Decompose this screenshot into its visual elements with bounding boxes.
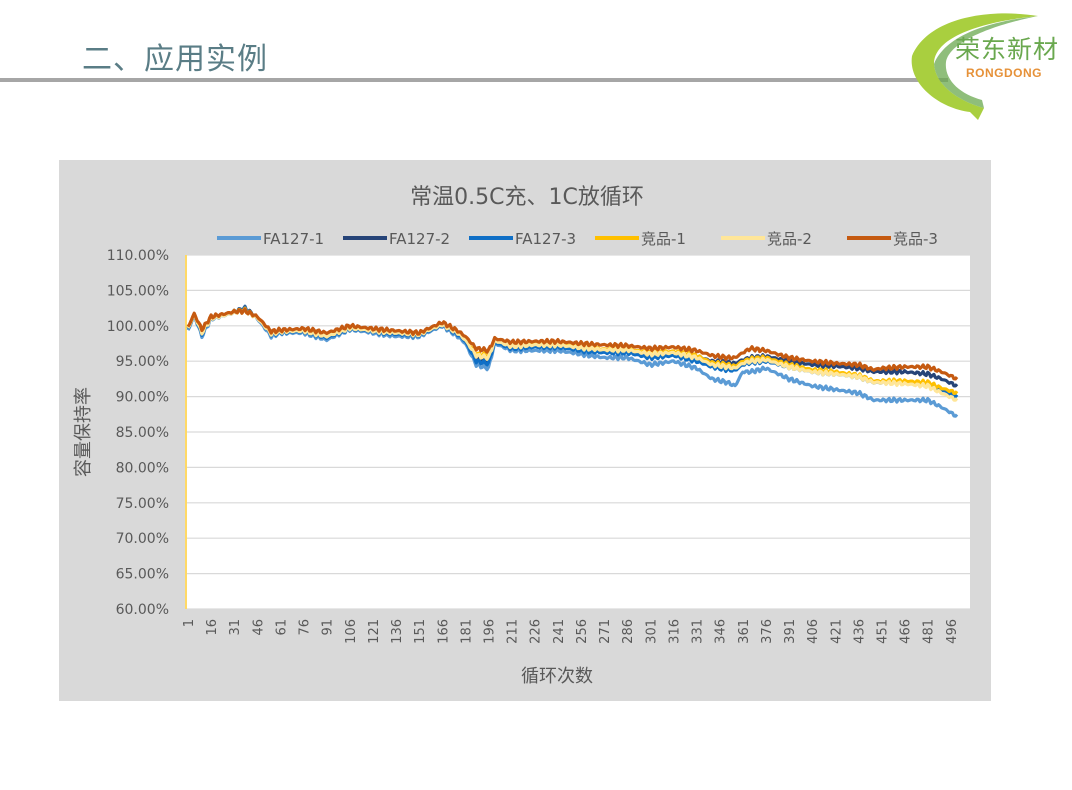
legend-label: FA127-3 bbox=[515, 230, 576, 248]
x-axis-label: 循环次数 bbox=[521, 666, 593, 687]
x-tick-label: 496 bbox=[945, 619, 960, 644]
y-tick-label: 95.00% bbox=[116, 354, 169, 370]
logo-chinese-name: 荣东新材 bbox=[955, 35, 1060, 64]
x-tick-label: 421 bbox=[829, 619, 844, 644]
x-tick-label: 376 bbox=[760, 619, 775, 644]
y-tick-label: 110.00% bbox=[107, 248, 169, 264]
x-tick-label: 241 bbox=[552, 619, 567, 644]
x-tick-label: 361 bbox=[737, 619, 752, 644]
y-tick-label: 85.00% bbox=[116, 425, 169, 441]
legend-label: FA127-2 bbox=[389, 230, 450, 248]
x-tick-label: 31 bbox=[228, 619, 243, 636]
x-tick-label: 166 bbox=[436, 619, 451, 644]
x-tick-label: 406 bbox=[806, 619, 821, 644]
title-divider bbox=[0, 78, 948, 82]
x-tick-label: 451 bbox=[875, 619, 890, 644]
series-line bbox=[186, 307, 959, 402]
x-tick-label: 1 bbox=[182, 619, 197, 627]
x-tick-label: 181 bbox=[459, 619, 474, 644]
chart-panel: 常温0.5C充、1C放循环 FA127-1 FA127-2 FA127-3 竞品-1 竞… bbox=[59, 160, 991, 701]
chart-legend: FA127-1 FA127-2 FA127-3 竞品-1 竞品-2 竞品-3 bbox=[217, 230, 938, 248]
x-tick-label: 16 bbox=[205, 619, 220, 636]
legend-label: FA127-1 bbox=[263, 230, 324, 248]
x-tick-label: 346 bbox=[714, 619, 729, 644]
slide-title: 二、应用实例 bbox=[82, 42, 268, 77]
logo-english-name: RONGDONG bbox=[966, 66, 1042, 80]
y-tick-label: 65.00% bbox=[116, 567, 169, 583]
x-tick-label: 391 bbox=[783, 619, 798, 644]
x-tick-label: 121 bbox=[367, 619, 382, 644]
y-tick-label: 60.00% bbox=[116, 602, 169, 618]
y-tick-label: 105.00% bbox=[107, 283, 169, 299]
x-tick-label: 286 bbox=[621, 619, 636, 644]
x-tick-label: 436 bbox=[852, 619, 867, 644]
x-tick-label: 301 bbox=[644, 619, 659, 644]
legend-label: 竞品-3 bbox=[893, 230, 938, 248]
y-axis-label: 容量保持率 bbox=[73, 387, 94, 477]
y-tick-label: 100.00% bbox=[107, 319, 169, 335]
x-tick-label: 196 bbox=[483, 619, 498, 644]
x-tick-label: 256 bbox=[575, 619, 590, 644]
legend-label: 竞品-1 bbox=[641, 230, 686, 248]
x-tick-label: 151 bbox=[413, 619, 428, 644]
gridlines bbox=[185, 254, 970, 610]
y-tick-label: 70.00% bbox=[116, 531, 169, 547]
series-line bbox=[186, 307, 959, 381]
x-tick-label: 136 bbox=[390, 619, 405, 644]
x-tick-label: 316 bbox=[667, 619, 682, 644]
y-tick-label: 80.00% bbox=[116, 460, 169, 476]
x-tick-label: 466 bbox=[899, 619, 914, 644]
legend-label: 竞品-2 bbox=[767, 230, 812, 248]
cycle-retention-chart: 常温0.5C充、1C放循环 FA127-1 FA127-2 FA127-3 竞品-1 竞… bbox=[73, 185, 970, 687]
x-tick-label: 331 bbox=[691, 619, 706, 644]
x-tick-label: 76 bbox=[298, 619, 313, 636]
x-tick-label: 211 bbox=[506, 619, 521, 644]
y-axis-ticks: 60.00% 65.00% 70.00% 75.00% 80.00% 85.00% 90.0… bbox=[107, 248, 169, 618]
series-lines bbox=[186, 304, 959, 418]
x-axis-ticks: 1 16 31 46 61 76 91 106 121 136 151 166 181 196 211 226… bbox=[182, 619, 960, 644]
company-logo-icon bbox=[911, 13, 1038, 120]
x-tick-label: 226 bbox=[529, 619, 544, 644]
y-tick-label: 90.00% bbox=[116, 390, 169, 406]
chart-title: 常温0.5C充、1C放循环 bbox=[410, 185, 644, 210]
x-tick-label: 91 bbox=[321, 619, 336, 636]
x-tick-label: 271 bbox=[598, 619, 613, 644]
y-tick-label: 75.00% bbox=[116, 496, 169, 512]
x-tick-label: 481 bbox=[922, 619, 937, 644]
x-tick-label: 106 bbox=[344, 619, 359, 644]
x-tick-label: 46 bbox=[251, 619, 266, 636]
x-tick-label: 61 bbox=[274, 619, 289, 636]
